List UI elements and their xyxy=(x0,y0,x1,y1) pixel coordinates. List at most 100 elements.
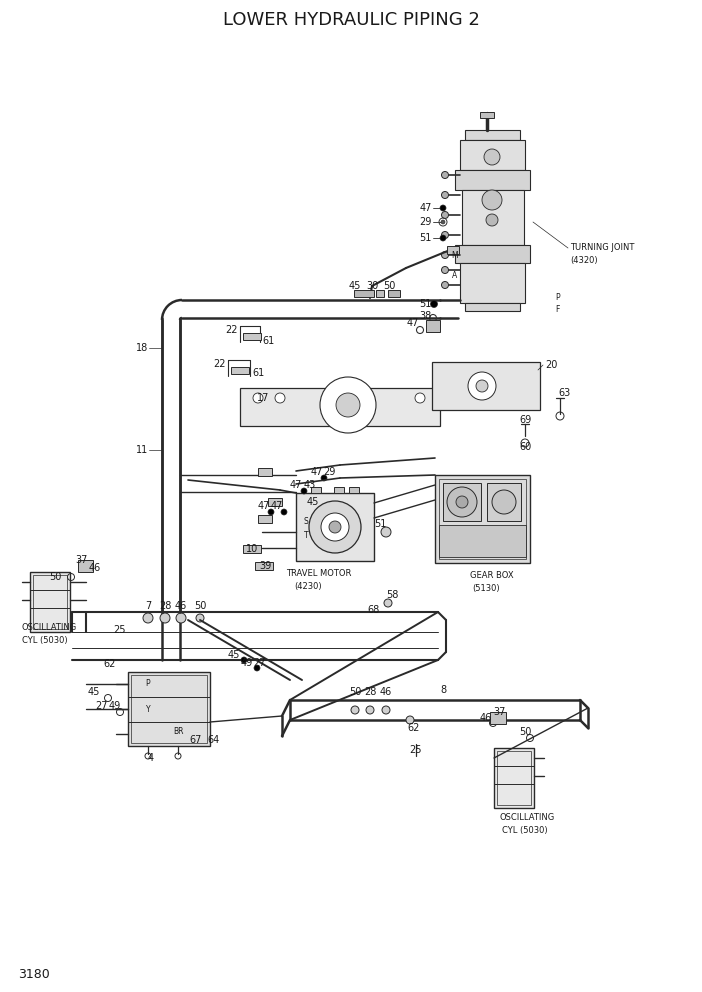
Circle shape xyxy=(196,614,204,622)
Circle shape xyxy=(430,301,437,308)
Bar xyxy=(439,479,526,559)
Circle shape xyxy=(143,613,153,623)
Bar xyxy=(447,246,459,254)
Circle shape xyxy=(254,665,260,671)
Text: F: F xyxy=(555,306,559,314)
Text: 50: 50 xyxy=(349,687,362,697)
Text: 64: 64 xyxy=(207,735,219,745)
Text: 47: 47 xyxy=(311,467,323,477)
Bar xyxy=(388,290,400,297)
Text: 45: 45 xyxy=(228,650,240,660)
Text: 47: 47 xyxy=(290,480,302,490)
Bar xyxy=(240,388,440,426)
Bar xyxy=(255,562,273,570)
Circle shape xyxy=(442,282,449,289)
Text: TURNING JOINT: TURNING JOINT xyxy=(570,243,635,253)
Text: 27: 27 xyxy=(253,658,266,668)
Text: 11: 11 xyxy=(135,445,148,455)
Bar xyxy=(258,468,272,476)
Bar xyxy=(455,245,530,263)
Text: 37: 37 xyxy=(76,555,88,565)
Circle shape xyxy=(440,205,446,211)
Bar xyxy=(30,572,70,632)
Bar xyxy=(497,751,531,805)
Circle shape xyxy=(442,252,449,259)
Text: 25: 25 xyxy=(410,745,422,755)
Circle shape xyxy=(329,521,341,533)
Circle shape xyxy=(468,372,496,400)
Text: 38: 38 xyxy=(419,311,431,321)
Text: LOWER HYDRAULIC PIPING 2: LOWER HYDRAULIC PIPING 2 xyxy=(223,11,479,29)
Circle shape xyxy=(160,613,170,623)
Text: 60: 60 xyxy=(519,442,531,452)
Circle shape xyxy=(366,706,374,714)
Text: P: P xyxy=(146,680,150,688)
Bar xyxy=(243,333,261,340)
Text: 46: 46 xyxy=(380,687,392,697)
Circle shape xyxy=(442,231,449,238)
Text: 46: 46 xyxy=(175,601,187,611)
Text: (5130): (5130) xyxy=(472,583,500,592)
Text: 62: 62 xyxy=(408,723,420,733)
Text: 30: 30 xyxy=(366,281,378,291)
Text: 28: 28 xyxy=(159,601,171,611)
Bar xyxy=(349,487,359,493)
Text: 3180: 3180 xyxy=(18,968,50,981)
Circle shape xyxy=(447,487,477,517)
Bar xyxy=(432,362,540,410)
Text: 28: 28 xyxy=(364,687,376,697)
Text: 50: 50 xyxy=(194,601,206,611)
Circle shape xyxy=(442,172,449,179)
Circle shape xyxy=(486,214,498,226)
Text: 39: 39 xyxy=(259,561,271,571)
Circle shape xyxy=(441,220,445,224)
Text: 51: 51 xyxy=(420,233,432,243)
Text: A: A xyxy=(452,272,458,281)
Text: 45: 45 xyxy=(88,687,100,697)
Circle shape xyxy=(321,475,327,481)
Bar xyxy=(334,487,344,493)
Circle shape xyxy=(351,706,359,714)
Circle shape xyxy=(381,527,391,537)
Text: 63: 63 xyxy=(558,388,570,398)
Text: GEAR BOX: GEAR BOX xyxy=(470,571,514,580)
Text: 29: 29 xyxy=(420,217,432,227)
Text: CYL (5030): CYL (5030) xyxy=(502,825,548,834)
Text: 43: 43 xyxy=(304,480,316,490)
Circle shape xyxy=(440,235,446,241)
Circle shape xyxy=(301,488,307,494)
Circle shape xyxy=(253,393,263,403)
Text: 4: 4 xyxy=(148,753,154,763)
Bar xyxy=(487,483,521,521)
Text: 45: 45 xyxy=(349,281,362,291)
Text: 50: 50 xyxy=(50,572,62,582)
Bar xyxy=(33,575,67,629)
Text: 46: 46 xyxy=(89,563,101,573)
Text: 47: 47 xyxy=(258,501,270,511)
Circle shape xyxy=(275,393,285,403)
Text: 20: 20 xyxy=(545,360,557,370)
Bar xyxy=(455,170,530,190)
Text: 22: 22 xyxy=(225,325,238,335)
Text: BR: BR xyxy=(173,727,183,736)
Text: 68: 68 xyxy=(368,605,380,615)
Text: 58: 58 xyxy=(386,590,398,600)
Circle shape xyxy=(456,496,468,508)
Bar xyxy=(494,748,534,808)
Bar xyxy=(435,475,530,563)
Text: 62: 62 xyxy=(104,659,117,669)
Text: 49: 49 xyxy=(241,658,253,668)
Bar xyxy=(465,303,520,311)
Circle shape xyxy=(268,509,274,515)
Circle shape xyxy=(482,190,502,210)
Bar xyxy=(311,487,321,493)
Bar xyxy=(258,515,272,523)
Circle shape xyxy=(281,509,287,515)
Bar xyxy=(268,498,282,506)
Text: 10: 10 xyxy=(246,544,258,554)
Bar xyxy=(460,140,525,170)
Text: 29: 29 xyxy=(323,467,335,477)
Text: 67: 67 xyxy=(190,735,202,745)
Text: 18: 18 xyxy=(135,343,148,353)
Text: P: P xyxy=(555,294,559,303)
